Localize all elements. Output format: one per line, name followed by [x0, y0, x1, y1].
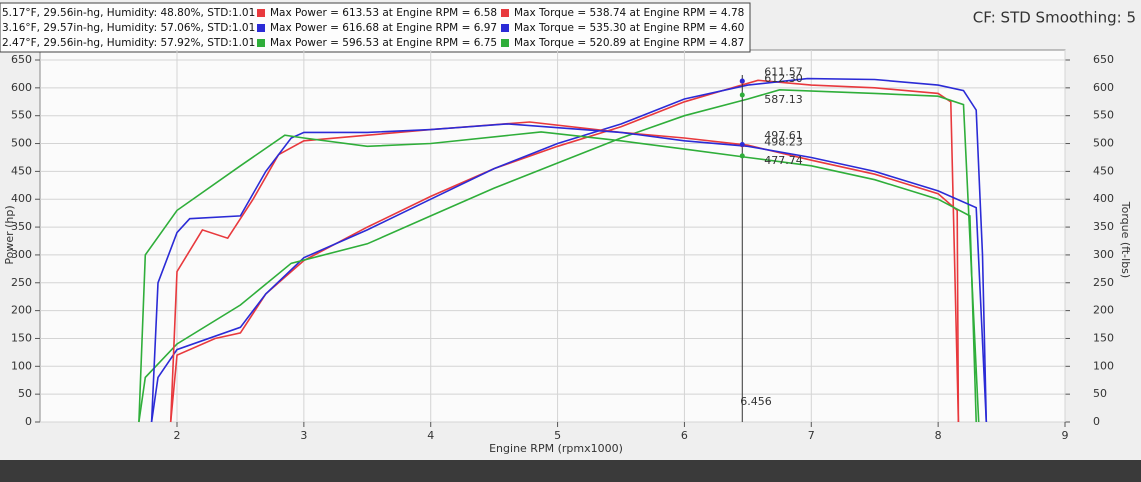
x-tick-label: 9 — [1062, 429, 1069, 442]
y-axis-label: Power (hp) — [3, 205, 16, 264]
x-tick-label: 8 — [935, 429, 942, 442]
legend-swatch — [501, 39, 509, 47]
y-tick-label: 350 — [11, 220, 32, 233]
legend-torque: Max Torque = 535.30 at Engine RPM = 4.60 — [514, 22, 744, 34]
screen-bezel — [0, 460, 1141, 482]
y2-tick-label: 600 — [1093, 81, 1114, 94]
legend-conditions: 5.17°F, 29.56in-hg, Humidity: 48.80%, ST… — [2, 7, 255, 19]
torque-line — [150, 123, 988, 423]
torque-line — [138, 131, 977, 423]
legend-power: Max Power = 616.68 at Engine RPM = 6.97 — [270, 22, 497, 34]
legend-power: Max Power = 596.53 at Engine RPM = 6.75 — [270, 37, 497, 49]
y2-tick-label: 50 — [1093, 387, 1107, 400]
y-tick-label: 50 — [18, 387, 32, 400]
power-line — [138, 88, 980, 423]
legend-swatch — [501, 9, 509, 17]
y-tick-label: 550 — [11, 109, 32, 122]
y2-tick-label: 400 — [1093, 192, 1114, 205]
y-tick-label: 600 — [11, 81, 32, 94]
x-tick-label: 6 — [681, 429, 688, 442]
cursor-readout: 497.61 — [764, 129, 803, 142]
legend: 5.17°F, 29.56in-hg, Humidity: 48.80%, ST… — [2, 7, 744, 49]
y2-tick-label: 0 — [1093, 415, 1100, 428]
cursor-readout: 612.30 — [764, 72, 803, 85]
x-tick-label: 3 — [300, 429, 307, 442]
x-tick-label: 5 — [554, 429, 561, 442]
x-axis-label: Engine RPM (rpmx1000) — [489, 442, 623, 455]
y2-tick-label: 450 — [1093, 164, 1114, 177]
legend-conditions: 2.47°F, 29.56in-hg, Humidity: 57.92%, ST… — [2, 37, 255, 49]
y2-tick-label: 300 — [1093, 248, 1114, 261]
y-tick-label: 100 — [11, 359, 32, 372]
y2-tick-label: 650 — [1093, 53, 1114, 66]
x-tick-label: 7 — [808, 429, 815, 442]
legend-conditions: 3.16°F, 29.57in-hg, Humidity: 57.06%, ST… — [2, 22, 255, 34]
cursor-readout: 498.23 — [764, 136, 803, 149]
y-tick-label: 400 — [11, 192, 32, 205]
y2-tick-label: 500 — [1093, 137, 1114, 150]
cursor-point — [739, 142, 745, 148]
legend-swatch — [257, 24, 265, 32]
cursor-point — [739, 153, 745, 159]
y2-tick-label: 200 — [1093, 304, 1114, 317]
y-tick-label: 450 — [11, 164, 32, 177]
x-tick-label: 4 — [427, 429, 434, 442]
y2-tick-label: 100 — [1093, 359, 1114, 372]
legend-box — [0, 2, 751, 53]
cursor-readout: 611.57 — [764, 65, 803, 78]
y-tick-label: 0 — [25, 415, 32, 428]
plot-area — [39, 49, 1066, 423]
y-tick-label: 150 — [11, 331, 32, 344]
y-tick-label: 300 — [11, 248, 32, 261]
legend-power: Max Power = 613.53 at Engine RPM = 6.58 — [270, 7, 497, 19]
y2-axis-label: Torque (ft-lbs) — [1119, 201, 1132, 278]
cursor-readout: 587.13 — [764, 93, 803, 106]
cursor-point — [739, 78, 745, 84]
y2-tick-label: 550 — [1093, 109, 1114, 122]
y-tick-label: 500 — [11, 137, 32, 150]
cursor-label: 6.456 — [740, 395, 772, 408]
y-tick-label: 650 — [11, 53, 32, 66]
cursor-readout: 477.74 — [764, 154, 803, 167]
legend-swatch — [501, 24, 509, 32]
y2-tick-label: 350 — [1093, 220, 1114, 233]
power-line — [150, 77, 988, 423]
legend-swatch — [257, 39, 265, 47]
legend-torque: Max Torque = 520.89 at Engine RPM = 4.87 — [514, 37, 744, 49]
cursor-point — [739, 92, 745, 98]
y2-tick-label: 150 — [1093, 331, 1114, 344]
chart-title: CF: STD Smoothing: 5 — [973, 9, 1136, 27]
x-tick-label: 2 — [174, 429, 181, 442]
y-tick-label: 200 — [11, 304, 32, 317]
y-tick-label: 250 — [11, 276, 32, 289]
y2-tick-label: 250 — [1093, 276, 1114, 289]
legend-torque: Max Torque = 538.74 at Engine RPM = 4.78 — [514, 7, 744, 19]
power-line — [169, 79, 960, 423]
legend-swatch — [257, 9, 265, 17]
